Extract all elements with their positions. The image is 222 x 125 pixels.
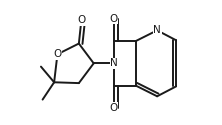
Text: N: N: [110, 58, 118, 68]
Text: O: O: [110, 103, 118, 113]
Text: O: O: [53, 49, 61, 59]
Text: N: N: [153, 25, 161, 35]
Text: O: O: [77, 16, 85, 26]
Text: O: O: [110, 14, 118, 24]
